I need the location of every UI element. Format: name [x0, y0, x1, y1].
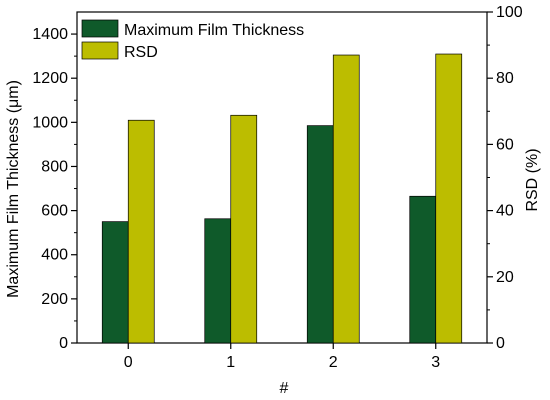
- x-tick-label: 2: [329, 354, 338, 371]
- right-axis-title: RSD (%): [524, 148, 541, 211]
- x-tick-label: 3: [431, 354, 440, 371]
- right-tick-label: 100: [496, 4, 523, 21]
- left-tick-label: 1400: [32, 26, 68, 43]
- left-tick-label: 200: [41, 291, 68, 308]
- legend-label-rsd: RSD: [124, 44, 158, 61]
- left-tick-label: 1200: [32, 70, 68, 87]
- bar-rsd-2: [332, 54, 360, 344]
- bar-max-film-thickness-1: [204, 218, 232, 344]
- right-tick-label: 60: [496, 136, 514, 153]
- legend: Maximum Film Thickness RSD: [81, 19, 304, 61]
- x-tick-label: 0: [124, 354, 133, 371]
- left-axis: 0 200 400 600 800 1000 1200 1400: [32, 26, 77, 352]
- bar-max-film-thickness-0: [101, 221, 129, 344]
- bar-rsd-1: [230, 114, 258, 344]
- right-tick-label: 40: [496, 203, 514, 220]
- legend-swatch-max-film-thickness: [81, 19, 119, 38]
- left-axis-title: Maximum Film Thickness (μm): [5, 80, 22, 298]
- right-axis: 0 20 40 60 80 100: [487, 4, 523, 352]
- left-tick-label: 1000: [32, 114, 68, 131]
- left-tick-label: 0: [59, 335, 68, 352]
- right-tick-label: 0: [496, 335, 505, 352]
- left-tick-label: 600: [41, 203, 68, 220]
- legend-swatch-rsd: [81, 41, 119, 60]
- right-tick-label: 20: [496, 269, 514, 286]
- x-axis-title: #: [280, 380, 289, 397]
- x-axis: 0 1 2 3: [124, 343, 440, 371]
- left-tick-label: 800: [41, 158, 68, 175]
- x-tick-label: 1: [226, 354, 235, 371]
- bar-rsd-3: [435, 53, 463, 344]
- right-tick-label: 80: [496, 70, 514, 87]
- legend-label-max-film-thickness: Maximum Film Thickness: [124, 22, 304, 39]
- bar-rsd-0: [127, 119, 155, 344]
- bar-max-film-thickness-3: [409, 195, 437, 344]
- bars: [101, 53, 463, 344]
- bar-max-film-thickness-2: [306, 125, 334, 344]
- left-tick-label: 400: [41, 247, 68, 264]
